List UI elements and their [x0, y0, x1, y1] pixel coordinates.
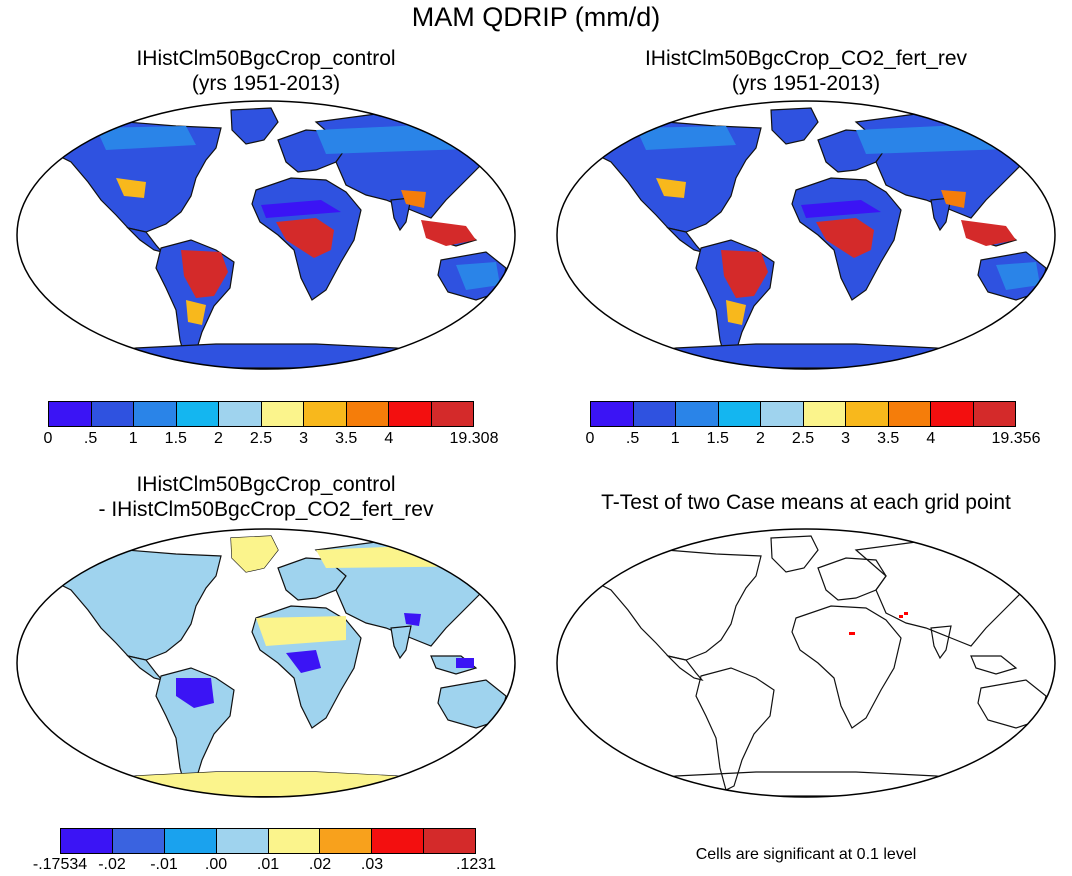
colorbar-tick-label: 3 [299, 430, 309, 447]
colorbar-tick-label: 2.5 [249, 430, 273, 447]
colorbar-swatch [761, 402, 804, 426]
colorbar-swatch [633, 402, 676, 426]
colorbar-tick-label: .1231 [455, 856, 497, 873]
colorbar-tick-label: 1.5 [706, 430, 729, 447]
colorbar-swatch [176, 402, 219, 426]
colorbar-tick-label: 1 [128, 430, 138, 447]
colorbar-tick-label: .5 [625, 430, 640, 447]
colorbar-swatch [803, 402, 846, 426]
colorbar-labels-co2: 0 .5 1 1.5 2 2.5 3 3.5 4 19.356 [586, 430, 1041, 450]
colorbar-swatch [931, 402, 974, 426]
colorbar-swatch [846, 402, 889, 426]
colorbar-swatch [718, 402, 761, 426]
colorbar-tick-label: -.01 [150, 856, 178, 873]
colorbar-tick-label: 2 [213, 430, 223, 447]
panel-title-co2: IHistClm50BgcCrop_CO2_fert_rev (yrs 1951… [556, 46, 1056, 96]
colorbar-swatch [389, 402, 432, 426]
panel-title-diff: IHistClm50BgcCrop_control - IHistClm50Bg… [16, 472, 516, 522]
panel-title-line1: IHistClm50BgcCrop_CO2_fert_rev [644, 47, 968, 70]
colorbar-tick-label: 0 [43, 430, 53, 447]
colorbar-tick-label: -.02 [98, 856, 126, 873]
significant-cell [899, 615, 903, 618]
colorbar-tick-label: 19.308 [449, 430, 499, 447]
colorbar-tick-label: 3.5 [877, 430, 900, 447]
colorbar-tick-label: 1.5 [164, 430, 187, 447]
colorbar-swatch [320, 829, 373, 853]
colorbar-tick-label: 3.5 [335, 430, 358, 447]
panel-title-control: IHistClm50BgcCrop_control (yrs 1951-2013… [16, 46, 516, 96]
colorbar-tick-label: 3 [841, 430, 851, 447]
panel-title-line2: - IHistClm50BgcCrop_CO2_fert_rev [98, 498, 434, 521]
panel-title-line2: (yrs 1951-2013) [191, 72, 341, 95]
colorbar-labels-control: 0 .5 1 1.5 2 2.5 3 3.5 4 19.308 [44, 430, 499, 450]
colorbar-swatch [112, 829, 165, 853]
colorbar-swatch [591, 402, 634, 426]
colorbar-swatch [424, 829, 475, 853]
colorbar-co2 [590, 401, 1016, 427]
map-control [16, 100, 516, 370]
colorbar-swatch [431, 402, 473, 426]
colorbar-swatch [261, 402, 304, 426]
colorbar-swatch [216, 829, 269, 853]
panel-title-line1: IHistClm50BgcCrop_control [136, 47, 396, 70]
colorbar-swatch [676, 402, 719, 426]
colorbar-tick-label: -.17534 [32, 856, 88, 873]
colorbar-swatch [888, 402, 931, 426]
colorbar-tick-label: .01 [256, 856, 280, 873]
colorbar-swatch [134, 402, 177, 426]
colorbar-swatch [91, 402, 134, 426]
colorbar-swatch [372, 829, 425, 853]
colorbar-tick-label: 4 [926, 430, 936, 447]
colorbar-tick-label: 19.356 [991, 430, 1041, 447]
colorbar-tick-label: 0 [585, 430, 595, 447]
colorbar-tick-label: 2.5 [791, 430, 815, 447]
panel-title-line1: IHistClm50BgcCrop_control [136, 473, 396, 496]
colorbar-tick-label: .03 [360, 856, 384, 873]
colorbar-swatch [49, 402, 92, 426]
colorbar-swatch [219, 402, 262, 426]
map-co2 [556, 100, 1056, 370]
colorbar-diff [60, 828, 476, 854]
colorbar-tick-label: 1 [670, 430, 680, 447]
colorbar-tick-label: .5 [83, 430, 98, 447]
colorbar-labels-diff: -.17534 -.02 -.01 .00 .01 .02 .03 .1231 [33, 856, 496, 876]
colorbar-swatch [164, 829, 217, 853]
colorbar-swatch [304, 402, 347, 426]
colorbar-swatch [268, 829, 321, 853]
colorbar-swatch [973, 402, 1015, 426]
colorbar-tick-label: 2 [755, 430, 765, 447]
colorbar-tick-label: .00 [204, 856, 228, 873]
figure-title: MAM QDRIP (mm/d) [411, 2, 661, 32]
panel-title-ttest: T-Test of two Case means at each grid po… [536, 490, 1072, 515]
significant-cell [849, 632, 855, 635]
colorbar-control [48, 401, 474, 427]
colorbar-tick-label: 4 [384, 430, 394, 447]
map-diff [16, 528, 516, 798]
panel-title-line1: T-Test of two Case means at each grid po… [601, 491, 1011, 514]
colorbar-swatch [61, 829, 113, 853]
ttest-note: Cells are significant at 0.1 level [695, 846, 917, 863]
significant-cell [904, 612, 908, 615]
panel-title-line2: (yrs 1951-2013) [731, 72, 881, 95]
map-ttest [556, 528, 1056, 798]
colorbar-tick-label: .02 [308, 856, 332, 873]
colorbar-swatch [346, 402, 389, 426]
